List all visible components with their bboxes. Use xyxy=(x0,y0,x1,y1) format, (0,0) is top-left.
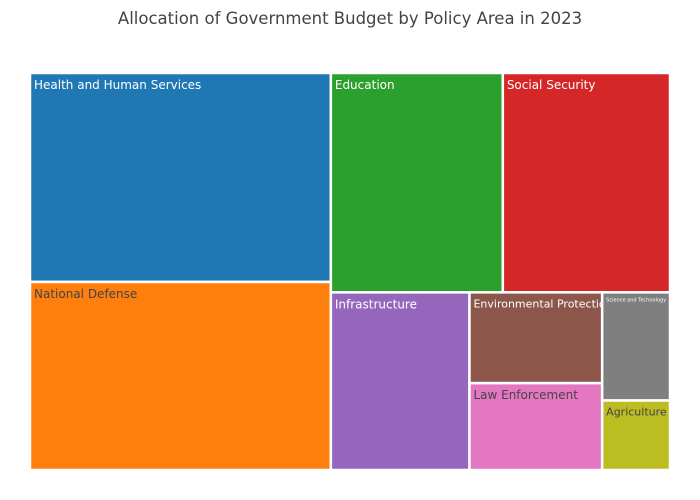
tile-label-law-enforcement: Law Enforcement xyxy=(473,388,578,402)
tile-science-and-technology xyxy=(600,291,672,402)
tile-label-infrastructure: Infrastructure xyxy=(335,297,417,311)
tile-national-defense xyxy=(28,280,333,472)
tile-label-health-and-human-services: Health and Human Services xyxy=(34,78,201,92)
tile-label-environmental-protection: Environmental Protection xyxy=(473,297,612,310)
tile-label-education: Education xyxy=(335,78,395,92)
tile-label-agriculture: Agriculture xyxy=(606,405,667,418)
chart-title: Allocation of Government Budget by Polic… xyxy=(117,9,583,28)
tile-law-enforcement xyxy=(468,381,604,472)
tile-label-science-and-technology: Science and Technology xyxy=(606,297,666,303)
tile-agriculture xyxy=(600,399,672,472)
tile-education xyxy=(329,71,505,294)
tile-infrastructure xyxy=(329,291,471,472)
tile-social-security xyxy=(501,71,672,294)
tile-health-and-human-services xyxy=(28,71,333,284)
tile-label-national-defense: National Defense xyxy=(34,287,137,301)
tile-label-social-security: Social Security xyxy=(507,78,596,92)
